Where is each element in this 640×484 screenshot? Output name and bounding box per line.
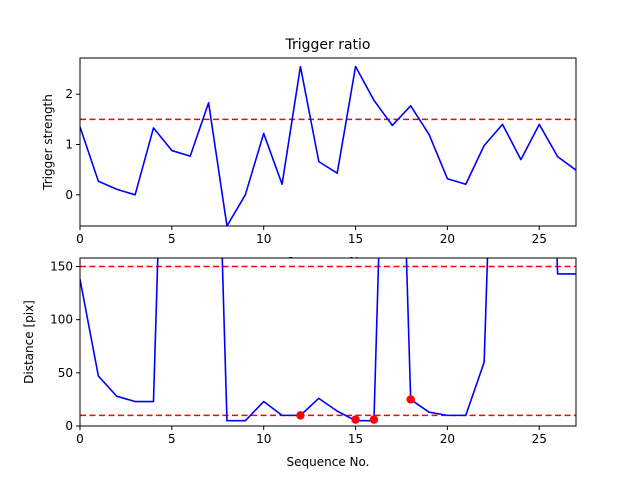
bottom-chart: 0 5 10 15 20 25 0 50 100 150 Sequence No. Distan… [22, 257, 577, 469]
x-tick-label: 10 [256, 232, 271, 246]
x-tick-label: 10 [256, 432, 271, 446]
x-tick-label: 20 [440, 432, 455, 446]
x-tick-label: 25 [532, 232, 547, 246]
y-tick-label: 0 [65, 188, 73, 202]
x-tick-label: 0 [76, 432, 84, 446]
data-point [351, 415, 360, 424]
bottom-plot-background [80, 258, 576, 426]
top-y-axis-label: Trigger strength [41, 94, 55, 191]
x-tick-label: 25 [532, 432, 547, 446]
y-tick-label: 50 [58, 366, 73, 380]
y-tick-label: 0 [65, 419, 73, 433]
bottom-y-axis-label: Distance [pix] [22, 300, 36, 384]
series-line [80, 65, 576, 226]
data-point [406, 395, 415, 404]
x-tick-label: 0 [76, 232, 84, 246]
x-tick-label: 5 [168, 232, 176, 246]
y-tick-label: 1 [65, 138, 73, 152]
y-tick-label: 100 [50, 313, 73, 327]
top-plot-frame [79, 57, 577, 227]
bottom-plot-area: 0 5 10 15 20 25 0 50 100 150 [50, 257, 577, 446]
data-point [296, 411, 305, 420]
x-tick-label: 15 [348, 432, 363, 446]
y-tick-label: 150 [50, 260, 73, 274]
y-tick-label: 2 [65, 87, 73, 101]
top-chart-title: Trigger ratio [284, 37, 370, 53]
top-plot-area: 0 5 10 15 20 25 0 1 2 [65, 57, 577, 246]
bottom-x-axis-label: Sequence No. [287, 455, 370, 469]
data-point [369, 415, 379, 424]
series-line [80, 258, 576, 422]
x-tick-label: 15 [348, 232, 363, 246]
bottom-plot-frame [79, 257, 577, 427]
x-tick-label: 5 [168, 432, 176, 446]
x-tick-label: 20 [440, 232, 455, 246]
